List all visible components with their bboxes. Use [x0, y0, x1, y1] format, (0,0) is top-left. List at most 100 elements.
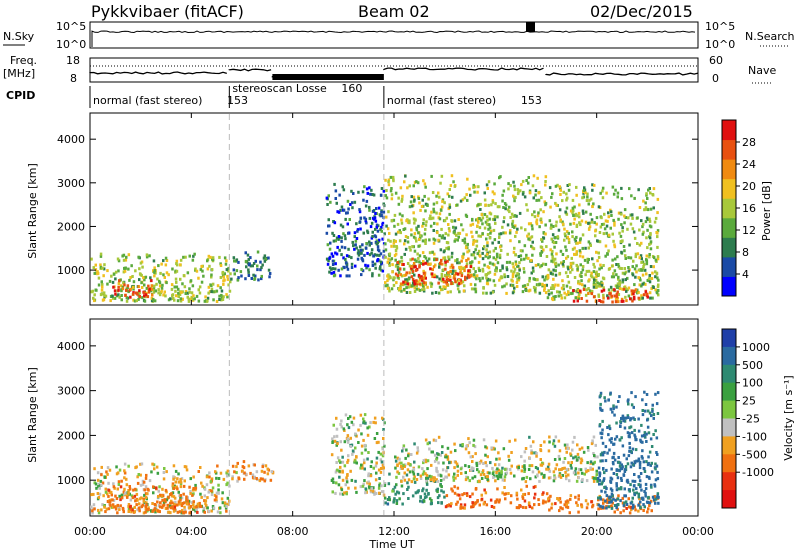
heatmap-cell [421, 198, 424, 202]
heatmap-cell [580, 446, 584, 450]
heatmap-cell [642, 460, 646, 464]
heatmap-cell [177, 472, 180, 476]
heatmap-cell [648, 450, 652, 454]
heatmap-cell [580, 459, 584, 463]
heatmap-cell [637, 503, 640, 507]
heatmap-cell [562, 190, 565, 194]
heatmap-cell [197, 276, 200, 280]
heatmap-cell [413, 218, 417, 222]
heatmap-cell [606, 501, 609, 505]
heatmap-cell [463, 503, 467, 507]
heatmap-cell [400, 263, 404, 266]
heatmap-cell [160, 289, 163, 293]
heatmap-cell [208, 290, 212, 294]
heatmap-cell [478, 503, 481, 507]
heatmap-cell [486, 475, 489, 479]
heatmap-cell [626, 276, 629, 280]
heatmap-cell [473, 445, 477, 449]
heatmap-cell [537, 503, 541, 506]
heatmap-cell [206, 267, 210, 271]
heatmap-cell [563, 503, 566, 507]
heatmap-cell [597, 466, 601, 470]
heatmap-cell [592, 435, 596, 439]
heatmap-cell [334, 197, 337, 200]
heatmap-cell [177, 295, 180, 298]
heatmap-cell [347, 207, 350, 211]
heatmap-cell [450, 502, 453, 506]
heatmap-cell [384, 501, 387, 505]
heatmap-cell [376, 258, 380, 261]
heatmap-cell [335, 427, 339, 431]
heatmap-cell [485, 446, 489, 450]
heatmap-cell [396, 490, 399, 494]
heatmap-cell [483, 488, 486, 492]
heatmap-cell [192, 294, 195, 298]
heatmap-cell [622, 299, 625, 303]
heatmap-cell [639, 483, 642, 487]
heatmap-cell [603, 506, 606, 510]
colorbar-tick-label: -25 [742, 413, 760, 426]
heatmap-cell [162, 471, 166, 474]
heatmap-cell [413, 480, 417, 484]
heatmap-cell [119, 284, 123, 288]
heatmap-cell [564, 500, 568, 504]
heatmap-cell [374, 492, 378, 495]
heatmap-cell [565, 206, 569, 210]
heatmap-cell [193, 252, 196, 256]
heatmap-cell [246, 253, 250, 257]
heatmap-cell [403, 180, 406, 184]
heatmap-cell [583, 258, 587, 262]
heatmap-cell [465, 262, 469, 266]
heatmap-cell [532, 440, 535, 444]
heatmap-cell [565, 256, 568, 260]
heatmap-cell [179, 494, 182, 497]
heatmap-cell [625, 507, 628, 510]
heatmap-cell [539, 217, 543, 221]
heatmap-cell [612, 497, 615, 501]
heatmap-cell [387, 238, 390, 242]
heatmap-cell [208, 489, 211, 492]
heatmap-cell [435, 275, 439, 279]
heatmap-cell [227, 269, 230, 273]
heatmap-cell [158, 510, 161, 514]
heatmap-cell [592, 452, 595, 455]
heatmap-cell [595, 469, 598, 473]
heatmap-cell [391, 489, 394, 493]
heatmap-cell [591, 257, 594, 261]
heatmap-cell [656, 494, 659, 498]
heatmap-cell [360, 267, 363, 271]
heatmap-cell [637, 188, 640, 192]
heatmap-cell [394, 239, 397, 243]
heatmap-cell [169, 506, 173, 510]
heatmap-cell [567, 267, 570, 271]
heatmap-cell [559, 506, 562, 510]
heatmap-cell [447, 233, 450, 237]
heatmap-cell [264, 257, 268, 261]
heatmap-cell [440, 275, 444, 279]
heatmap-cell [569, 265, 572, 269]
heatmap-cell [454, 238, 457, 242]
heatmap-cell [623, 285, 626, 289]
heatmap-cell [592, 281, 596, 285]
heatmap-cell [565, 230, 569, 234]
heatmap-cell [513, 246, 516, 250]
heatmap-cell [544, 291, 548, 295]
heatmap-cell [584, 467, 587, 471]
heatmap-cell [652, 286, 655, 289]
heatmap-cell [203, 510, 206, 514]
heatmap-cell [548, 440, 551, 444]
heatmap-cell [127, 253, 131, 257]
heatmap-cell [400, 255, 403, 259]
heatmap-cell [592, 283, 596, 287]
heatmap-cell [520, 226, 523, 230]
heatmap-cell [629, 256, 633, 260]
heatmap-cell [97, 276, 101, 280]
heatmap-cell [608, 500, 611, 504]
heatmap-cell [437, 461, 440, 465]
heatmap-cell [609, 285, 613, 289]
heatmap-cell [445, 276, 449, 280]
heatmap-cell [339, 223, 343, 227]
heatmap-cell [483, 245, 486, 249]
heatmap-cell [477, 470, 481, 474]
heatmap-cell [642, 265, 645, 268]
